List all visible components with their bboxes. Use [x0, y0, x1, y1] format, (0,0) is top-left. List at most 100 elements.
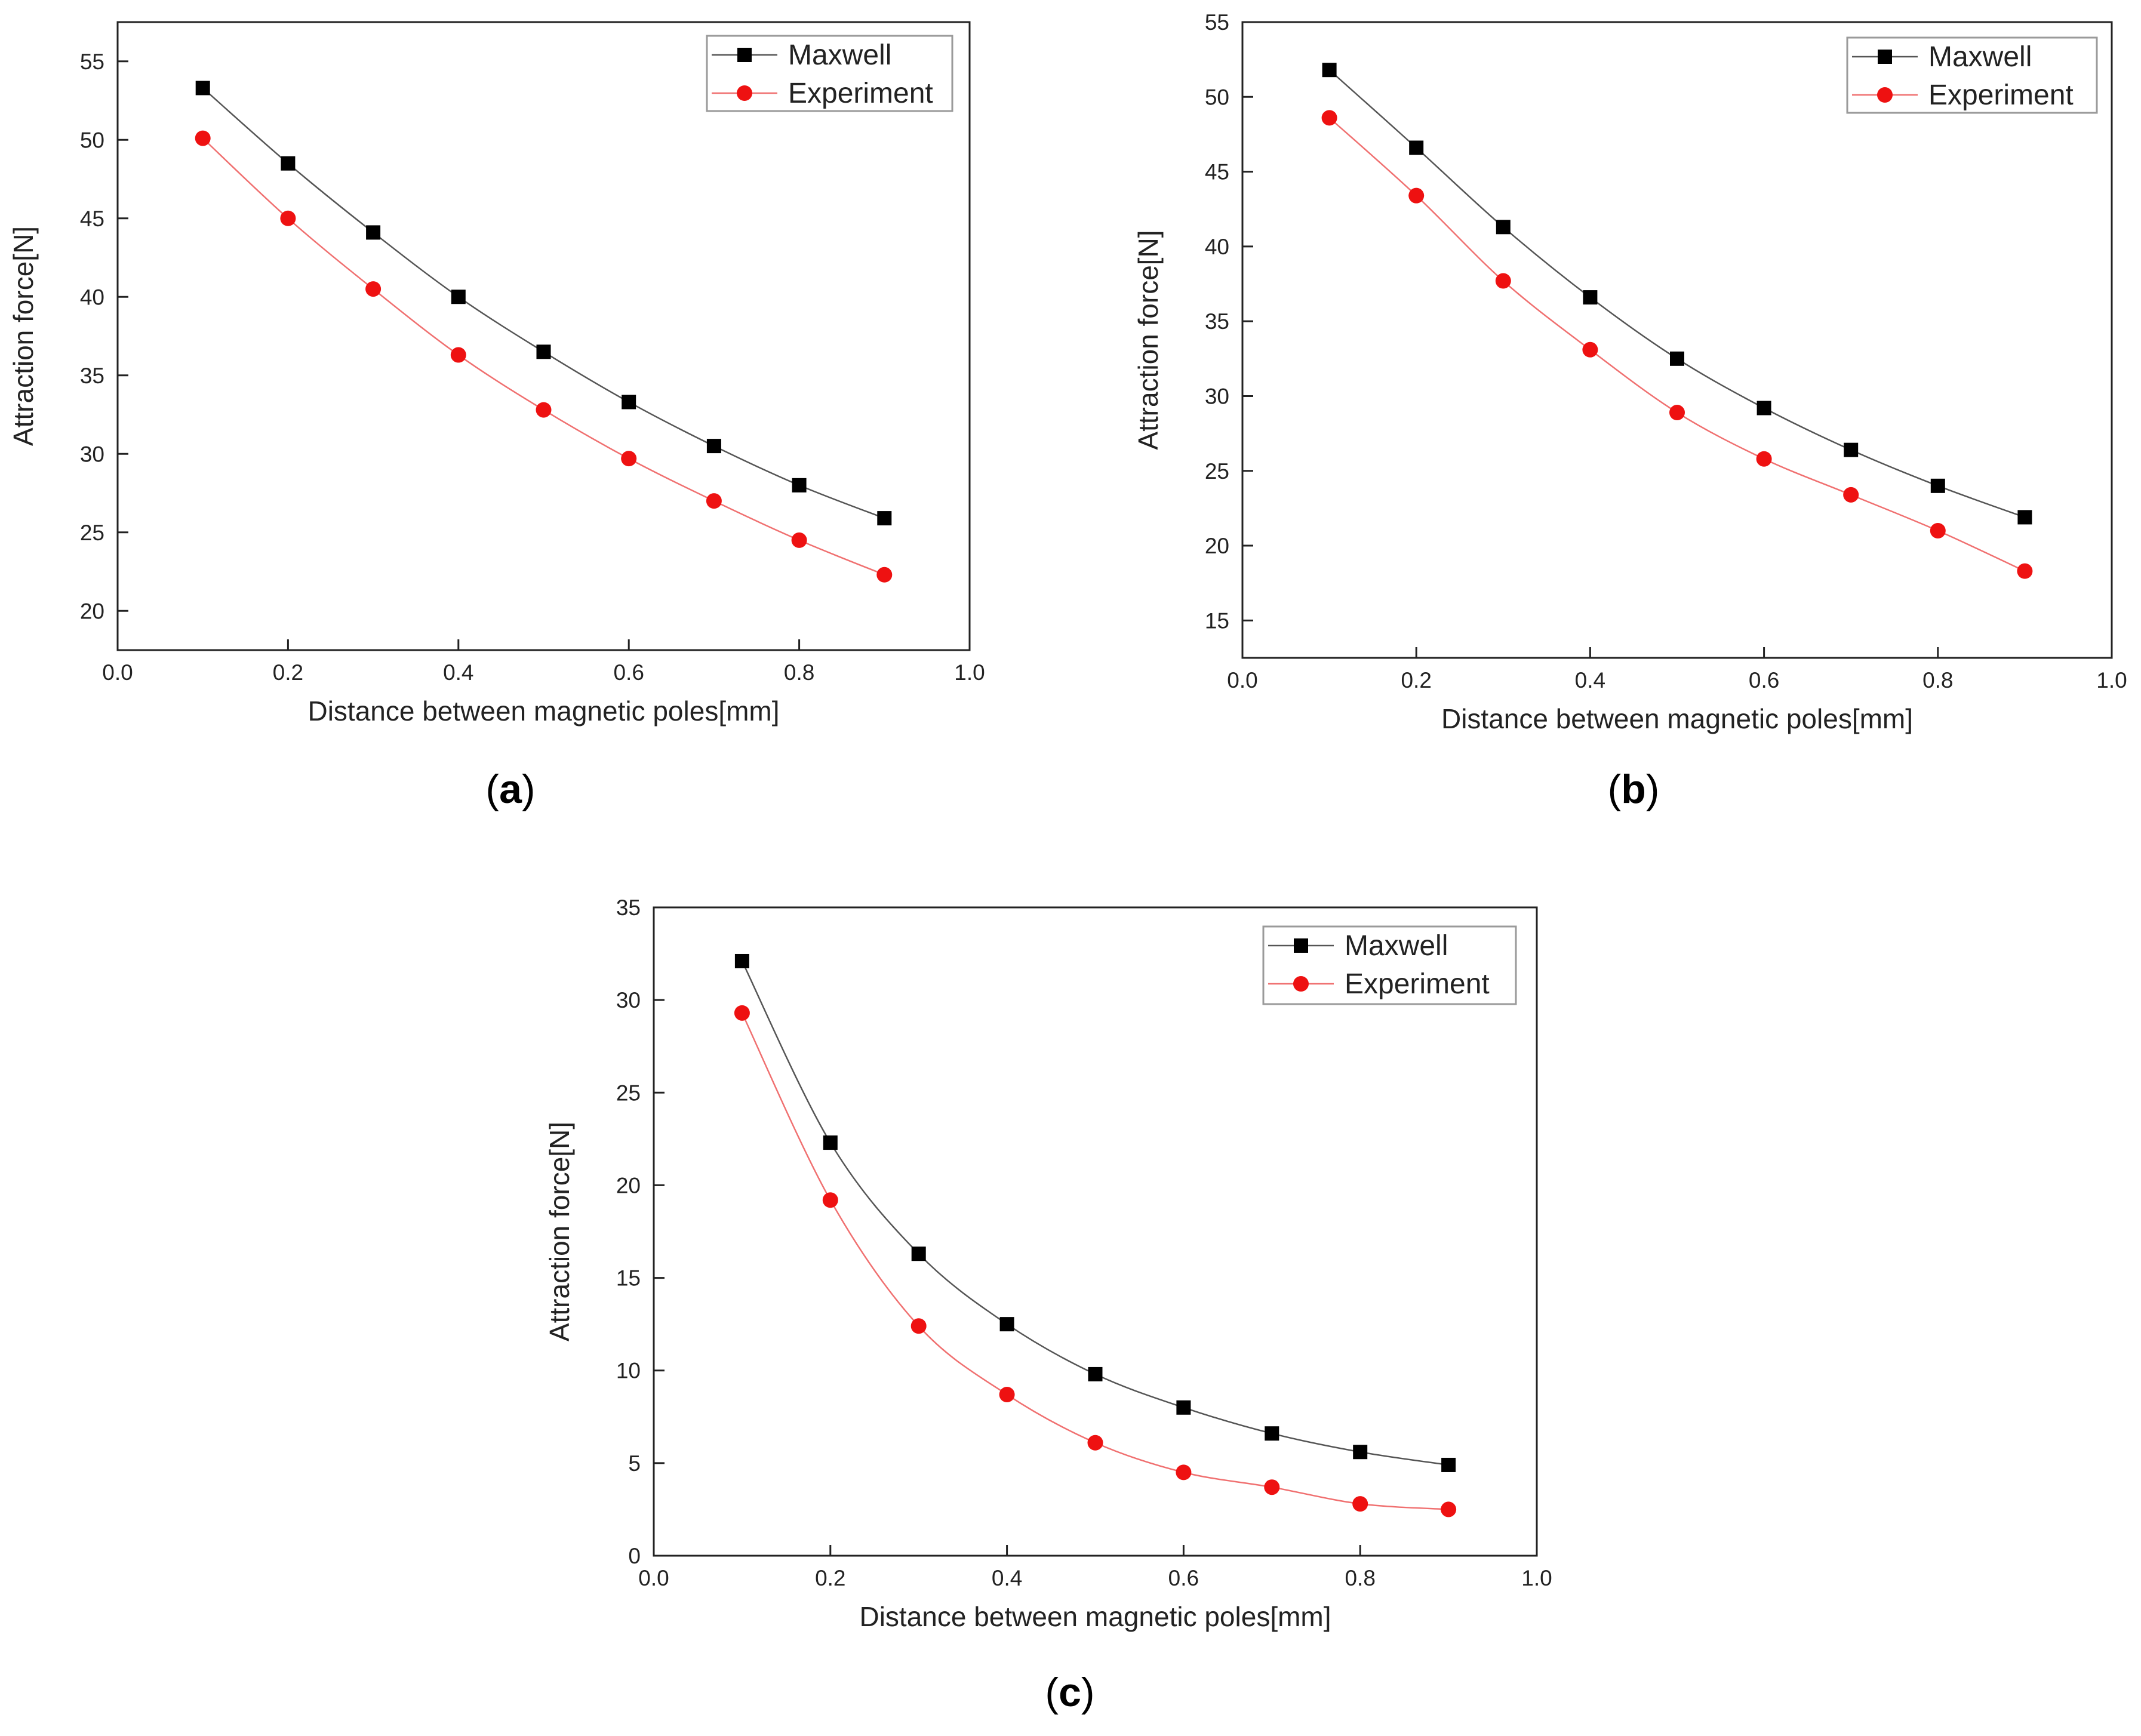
y-tick-label: 30	[80, 442, 104, 466]
y-tick-label: 55	[1205, 10, 1229, 35]
panel-label: (c)	[1045, 1670, 1094, 1715]
y-tick-label: 30	[616, 988, 641, 1012]
y-tick-label: 5	[628, 1451, 641, 1476]
y-tick-label: 45	[80, 207, 104, 231]
data-point-maxwell	[1353, 1445, 1368, 1460]
legend-label-maxwell: Maxwell	[788, 39, 891, 71]
data-point-maxwell	[734, 953, 749, 968]
data-point-experiment	[876, 567, 893, 583]
y-tick-label: 30	[1205, 384, 1229, 408]
legend: Maxwell Experiment	[1846, 36, 2098, 114]
x-axis-title: Distance between magnetic poles[mm]	[1441, 703, 1913, 734]
y-tick-label: 25	[616, 1081, 641, 1105]
data-point-experiment	[1264, 1479, 1280, 1495]
data-point-maxwell	[1757, 401, 1771, 415]
x-tick-label: 0.6	[613, 660, 644, 685]
x-tick-label: 0.8	[1922, 668, 1953, 692]
data-point-experiment	[706, 493, 722, 509]
x-tick-label: 0.2	[1401, 668, 1431, 692]
x-tick-label: 0.2	[815, 1566, 845, 1590]
legend-marker-maxwell	[1294, 938, 1308, 953]
data-point-maxwell	[1088, 1366, 1103, 1381]
x-tick-label: 0.4	[443, 660, 473, 685]
data-point-experiment	[910, 1318, 927, 1334]
legend-marker-experiment	[737, 85, 752, 101]
panel-label: (a)	[485, 767, 535, 812]
y-tick-label: 45	[1205, 160, 1229, 184]
y-tick-label: 35	[616, 895, 641, 920]
y-tick-label: 35	[1205, 309, 1229, 334]
y-axis-title: Attraction force[N]	[544, 1122, 575, 1341]
data-point-experiment	[822, 1192, 838, 1208]
x-tick-label: 0.0	[1227, 668, 1257, 692]
data-point-maxwell	[1930, 478, 1945, 493]
legend: Maxwell Experiment	[1262, 925, 1517, 1005]
y-tick-label: 25	[80, 521, 104, 545]
y-tick-label: 20	[1205, 534, 1229, 558]
data-point-experiment	[365, 281, 382, 297]
data-point-maxwell	[823, 1135, 838, 1150]
plot-frame	[1241, 21, 2113, 659]
legend-marker-experiment	[1877, 87, 1893, 103]
data-point-experiment	[791, 532, 807, 548]
x-tick-label: 1.0	[2096, 668, 2127, 692]
data-point-experiment	[1087, 1435, 1103, 1451]
y-tick-label: 25	[1205, 459, 1229, 484]
data-point-experiment	[1441, 1501, 1457, 1518]
data-point-maxwell	[1441, 1457, 1456, 1472]
y-axis-title: Attraction force[N]	[8, 226, 39, 446]
data-point-experiment	[195, 130, 211, 146]
legend-label-experiment: Experiment	[1345, 968, 1490, 1000]
data-point-maxwell	[1322, 63, 1337, 78]
x-tick-label: 0.6	[1749, 668, 1779, 692]
y-tick-label: 15	[616, 1266, 641, 1291]
data-point-experiment	[999, 1387, 1015, 1403]
legend-label-experiment: Experiment	[788, 78, 933, 109]
data-point-experiment	[734, 1005, 750, 1021]
y-tick-label: 55	[80, 50, 104, 74]
x-tick-label: 1.0	[954, 660, 985, 685]
x-tick-label: 0.8	[1345, 1566, 1375, 1590]
data-point-maxwell	[1844, 442, 1859, 457]
legend-marker-experiment	[1293, 976, 1309, 992]
data-point-maxwell	[1583, 290, 1598, 305]
data-point-experiment	[450, 347, 466, 363]
y-tick-label: 40	[80, 285, 104, 309]
y-tick-label: 50	[80, 128, 104, 152]
y-tick-label: 0	[628, 1544, 641, 1568]
legend-marker-maxwell	[737, 48, 752, 62]
series-line-experiment	[1328, 117, 2025, 572]
data-point-experiment	[2017, 563, 2033, 579]
data-point-experiment	[280, 210, 296, 226]
data-point-maxwell	[1496, 220, 1511, 235]
legend-label-maxwell: Maxwell	[1928, 41, 2032, 73]
data-point-maxwell	[911, 1246, 926, 1261]
data-point-experiment	[536, 402, 552, 418]
y-tick-label: 35	[80, 364, 104, 388]
y-tick-label: 20	[616, 1173, 641, 1198]
x-tick-label: 1.0	[1521, 1566, 1552, 1590]
y-tick-label: 15	[1205, 608, 1229, 633]
x-axis-title: Distance between magnetic poles[mm]	[307, 695, 779, 727]
data-point-maxwell	[195, 81, 210, 96]
data-point-maxwell	[999, 1317, 1014, 1332]
legend: Maxwell Experiment	[706, 35, 953, 112]
data-point-maxwell	[366, 225, 381, 240]
chart-panel-b: 0.0 0.2 0.4 0.6 0.8 1.0 15 20 25 30 35 40 45 50 55 Dist…	[1133, 10, 2127, 812]
data-point-experiment	[1843, 487, 1859, 503]
data-point-maxwell	[536, 344, 551, 359]
data-point-maxwell	[451, 290, 466, 304]
y-tick-label: 50	[1205, 85, 1229, 109]
x-tick-label: 0.8	[784, 660, 814, 685]
data-point-experiment	[1582, 341, 1598, 358]
legend-marker-maxwell	[1878, 50, 1892, 64]
y-tick-label: 40	[1205, 235, 1229, 259]
data-point-maxwell	[2017, 510, 2032, 525]
x-tick-label: 0.0	[102, 660, 133, 685]
data-point-experiment	[1176, 1464, 1192, 1480]
data-point-maxwell	[1265, 1426, 1279, 1441]
data-point-maxwell	[281, 156, 296, 171]
data-point-maxwell	[1176, 1400, 1191, 1415]
data-point-experiment	[1756, 451, 1772, 467]
data-point-experiment	[1321, 110, 1337, 126]
